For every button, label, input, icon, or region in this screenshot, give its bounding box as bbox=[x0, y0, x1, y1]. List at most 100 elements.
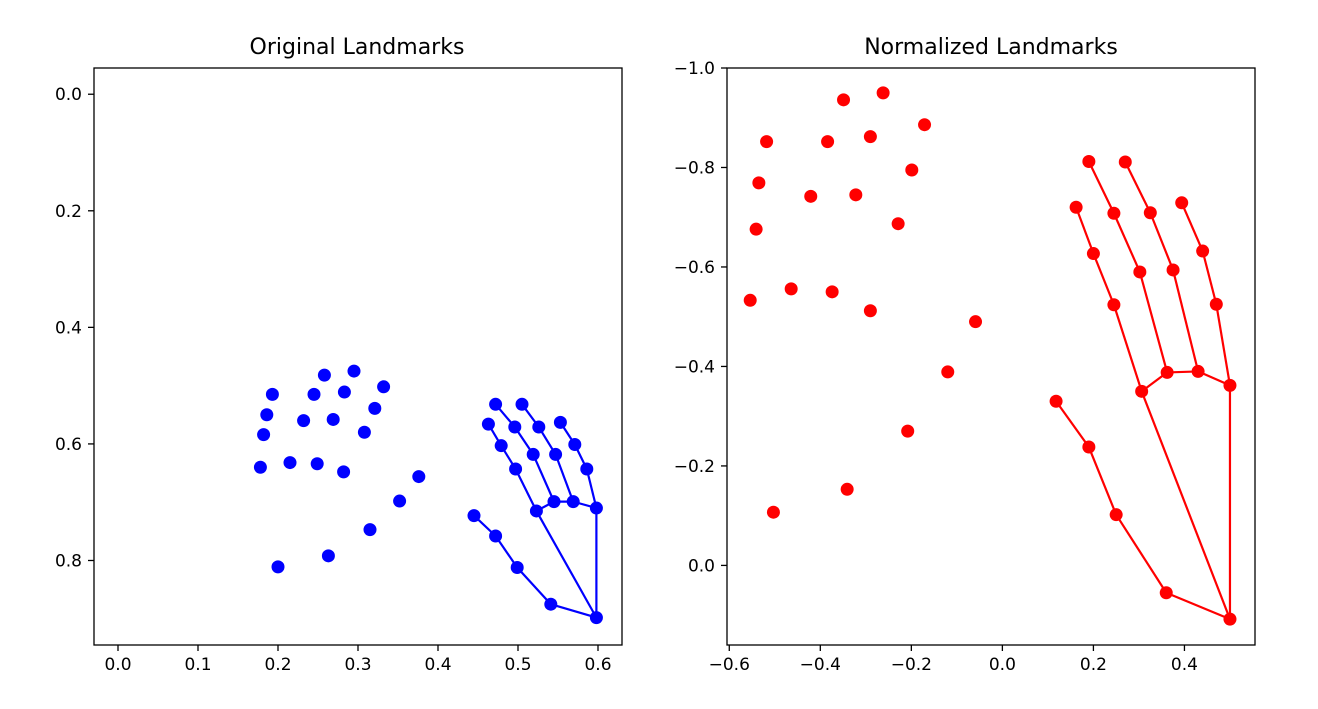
y-tick-label: −1.0 bbox=[674, 59, 715, 79]
hand-landmark-point bbox=[1166, 263, 1180, 277]
landmark-point bbox=[743, 293, 757, 307]
hand-landmark-point bbox=[568, 438, 582, 452]
landmark-point bbox=[326, 412, 340, 426]
normalized-landmarks-panel: Normalized Landmarks −0.6 −0.4 −0.2 0.0 0.2 0… bbox=[674, 35, 1256, 675]
hand-connection-line bbox=[1138, 271, 1169, 373]
landmark-point bbox=[766, 505, 780, 519]
landmark-point bbox=[891, 217, 905, 231]
hand-landmark-point bbox=[509, 462, 523, 476]
original-landmarks-marks bbox=[253, 364, 603, 625]
x-tick-label: −0.4 bbox=[800, 655, 841, 675]
landmark-point bbox=[271, 560, 285, 574]
landmark-point bbox=[804, 189, 818, 203]
hand-landmark-point bbox=[553, 415, 567, 429]
hand-landmark-point bbox=[1082, 155, 1096, 169]
hand-connection-line bbox=[1201, 250, 1218, 305]
landmark-point bbox=[876, 86, 890, 100]
hand-connection-line bbox=[585, 468, 598, 509]
hand-landmark-point bbox=[1196, 244, 1210, 258]
hand-landmark-point bbox=[547, 495, 561, 509]
landmark-point bbox=[347, 364, 361, 378]
hand-landmark-point bbox=[1086, 247, 1100, 261]
hand-connection-line bbox=[1180, 202, 1204, 252]
hand-connection-line bbox=[516, 566, 552, 605]
hand-connection-line bbox=[1115, 514, 1168, 594]
landmark-point bbox=[840, 482, 854, 496]
hand-connection-line bbox=[1149, 212, 1175, 271]
hand-landmark-point bbox=[489, 529, 503, 543]
hand-landmark-point bbox=[1160, 365, 1174, 379]
hand-connection-line bbox=[1087, 161, 1115, 214]
y-axis: 0.0 −0.2 −0.4 −0.6 −0.8 −1.0 bbox=[674, 59, 727, 576]
hand-connection-line bbox=[1124, 161, 1152, 214]
landmark-point bbox=[749, 222, 763, 236]
landmark-point bbox=[297, 414, 311, 428]
y-tick-label: 0.4 bbox=[55, 318, 82, 338]
hand-connection-line bbox=[1172, 269, 1200, 372]
hand-connection-line bbox=[550, 603, 597, 619]
hand-landmark-point bbox=[1069, 200, 1083, 214]
landmark-point bbox=[941, 365, 955, 379]
x-tick-label: 0.5 bbox=[504, 655, 531, 675]
landmark-point bbox=[752, 176, 766, 190]
landmark-point bbox=[260, 408, 274, 422]
x-tick-label: 0.1 bbox=[184, 655, 211, 675]
hand-landmark-point bbox=[1175, 196, 1189, 210]
x-tick-label: 0.0 bbox=[989, 655, 1016, 675]
y-tick-label: 0.2 bbox=[55, 202, 82, 222]
hand-landmark-point bbox=[566, 495, 580, 509]
landmark-point bbox=[837, 93, 851, 107]
hand-landmark-point bbox=[1209, 297, 1223, 311]
landmark-point bbox=[265, 387, 279, 401]
hand-connection-line bbox=[1165, 591, 1231, 621]
landmark-point bbox=[784, 282, 798, 296]
y-tick-label: −0.2 bbox=[674, 457, 715, 477]
y-tick-label: −0.4 bbox=[674, 357, 715, 377]
landmark-point bbox=[257, 428, 271, 442]
chart-title: Normalized Landmarks bbox=[864, 35, 1118, 60]
hand-landmark-point bbox=[1109, 508, 1123, 522]
x-tick-label: 0.6 bbox=[584, 655, 611, 675]
y-tick-label: 0.0 bbox=[55, 85, 82, 105]
hand-landmark-point bbox=[481, 417, 495, 431]
landmark-point bbox=[863, 304, 877, 318]
hand-landmark-point bbox=[1118, 155, 1132, 169]
landmark-point bbox=[918, 118, 932, 132]
landmark-point bbox=[307, 387, 321, 401]
hand-landmark-point bbox=[580, 462, 594, 476]
landmark-point bbox=[363, 523, 377, 537]
hand-landmark-point bbox=[589, 611, 603, 625]
chart-title: Original Landmarks bbox=[250, 35, 465, 60]
plot-frame bbox=[93, 67, 623, 646]
hand-connection-line bbox=[1140, 390, 1231, 620]
hand-landmark-point bbox=[549, 447, 563, 461]
hand-connection-line bbox=[535, 510, 598, 619]
landmark-point bbox=[253, 460, 267, 474]
hand-landmark-point bbox=[1223, 612, 1237, 626]
landmark-point bbox=[412, 470, 426, 484]
hand-connection-line bbox=[1055, 400, 1090, 448]
normalized-landmarks-marks bbox=[743, 86, 1237, 626]
hand-connection-line bbox=[1112, 304, 1143, 392]
landmark-point bbox=[863, 130, 877, 144]
landmark-point bbox=[905, 163, 919, 177]
landmark-point bbox=[760, 135, 774, 149]
original-landmarks-panel: Original Landmarks 0.0 0.1 0.2 0.3 0.4 0.5 0.6… bbox=[55, 35, 623, 675]
hand-landmark-point bbox=[494, 439, 508, 453]
x-tick-label: 0.2 bbox=[264, 655, 291, 675]
hand-landmark-point bbox=[1223, 378, 1237, 392]
hand-connection-line bbox=[1112, 212, 1141, 273]
x-tick-label: 0.0 bbox=[104, 655, 131, 675]
x-tick-label: 0.4 bbox=[1171, 655, 1198, 675]
landmark-point bbox=[969, 315, 983, 329]
hand-landmark-point bbox=[1143, 206, 1157, 220]
landmark-point bbox=[377, 380, 391, 394]
hand-landmark-point bbox=[510, 560, 524, 574]
y-tick-label: 0.6 bbox=[55, 435, 82, 455]
hand-connection-line bbox=[554, 454, 575, 503]
hand-landmark-point bbox=[1107, 206, 1121, 220]
x-axis: 0.0 0.1 0.2 0.3 0.4 0.5 0.6 bbox=[104, 645, 612, 675]
landmark-point bbox=[901, 424, 915, 438]
landmark-point bbox=[317, 368, 331, 382]
